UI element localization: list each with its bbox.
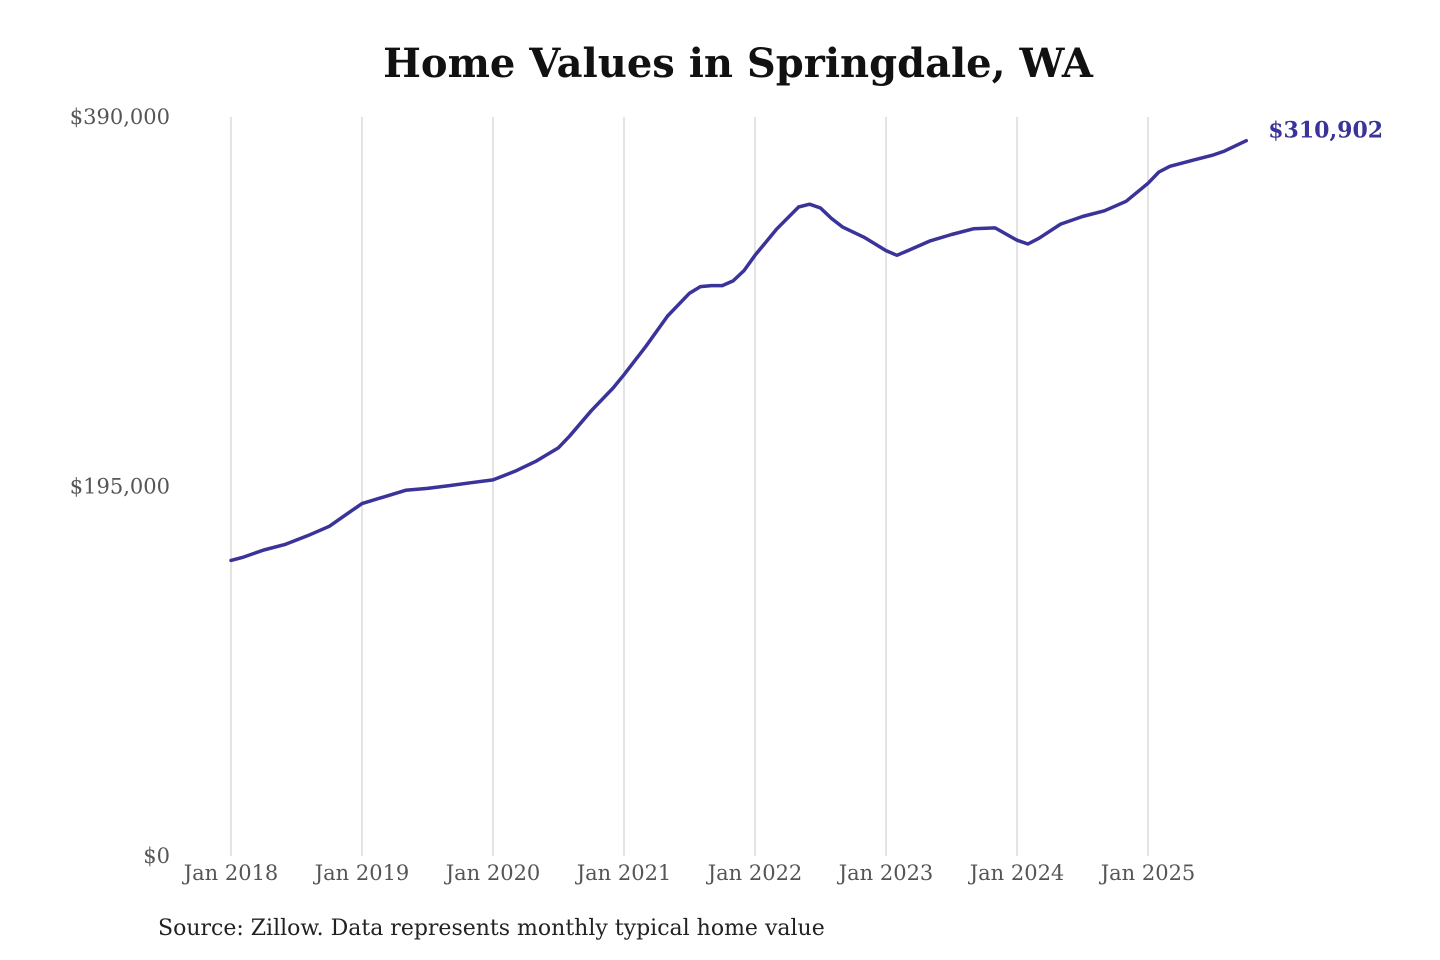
- x-tick-label: Jan 2024: [968, 861, 1065, 885]
- x-tick-label: Jan 2019: [313, 861, 410, 885]
- x-tick-label: Jan 2022: [706, 861, 803, 885]
- x-tick-label: Jan 2018: [182, 861, 279, 885]
- series-line: [229, 138, 1249, 563]
- x-tick-label: Jan 2020: [444, 861, 541, 885]
- x-tick-label: Jan 2021: [575, 861, 672, 885]
- y-tick-label: $0: [143, 844, 170, 868]
- x-tick-label: Jan 2023: [837, 861, 934, 885]
- chart-title: Home Values in Springdale, WA: [383, 40, 1093, 87]
- source-note: Source: Zillow. Data represents monthly …: [158, 916, 825, 941]
- y-tick-label: $195,000: [70, 475, 170, 499]
- y-tick-label: $390,000: [70, 105, 170, 129]
- x-tick-label: Jan 2025: [1099, 861, 1196, 885]
- end-value-label: $310,902: [1268, 118, 1383, 144]
